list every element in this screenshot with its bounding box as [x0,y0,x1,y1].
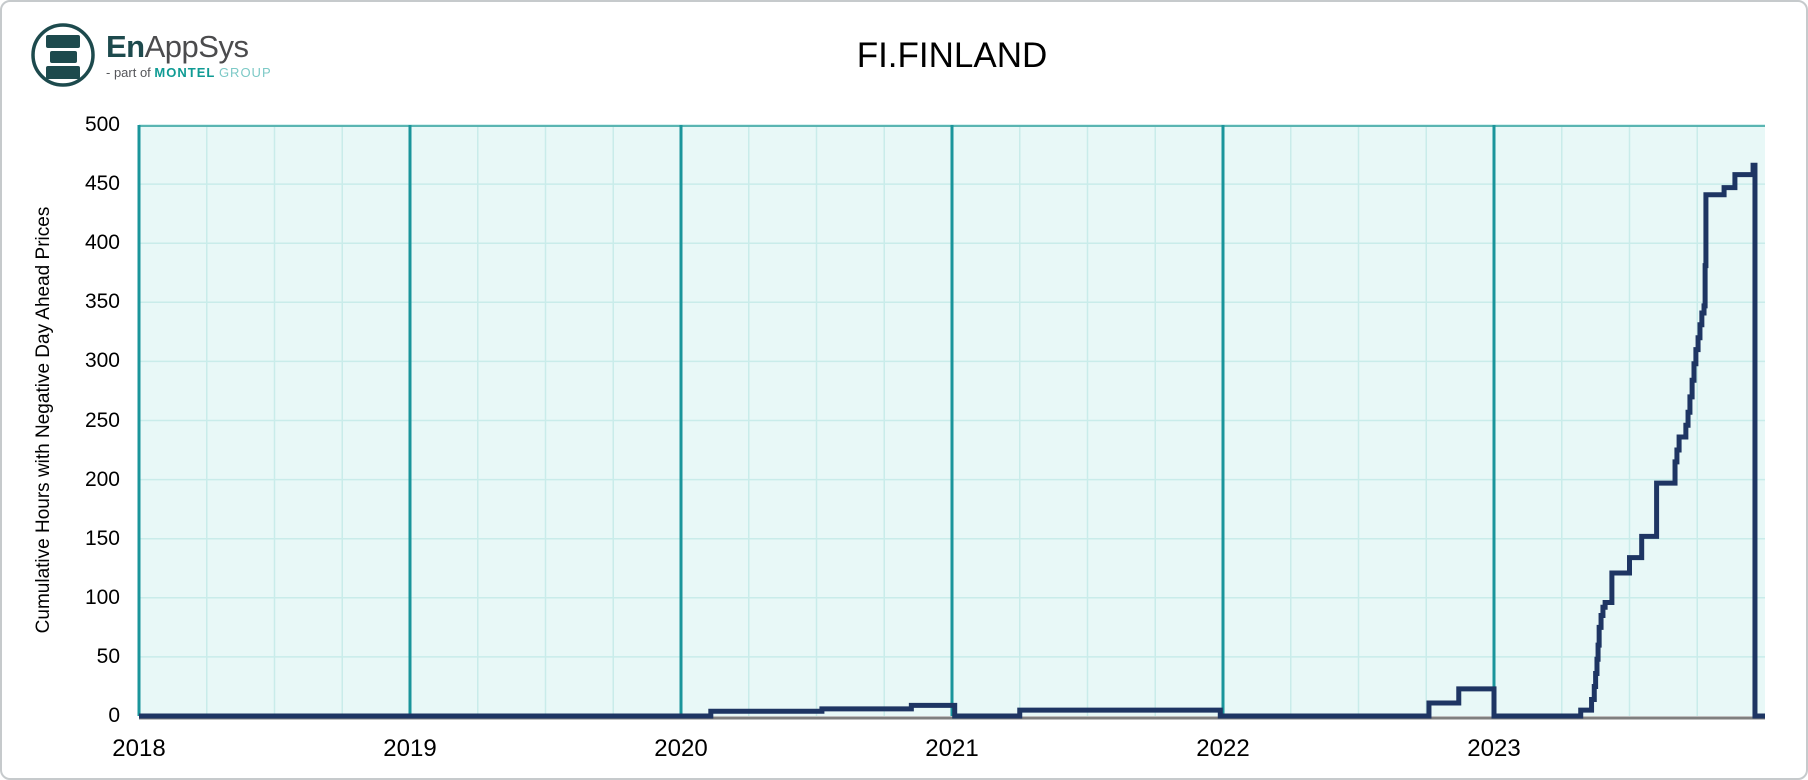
data-line [139,162,1765,719]
chart-svg [137,124,1765,720]
x-tick-label: 2020 [654,735,708,762]
brand-name-rest: AppSys [144,29,249,64]
brand-name-bold: En [106,29,145,64]
y-tick-label: 200 [84,467,120,491]
y-tick-label: 400 [84,231,120,255]
y-tick-label: 450 [84,172,120,196]
x-tick-label: 2021 [925,735,979,762]
y-tick-label: 50 [96,644,120,668]
tagline-montel: MONTEL [154,65,216,80]
enappsys-emblem-icon [31,23,95,87]
y-tick-label: 150 [84,526,120,550]
chart-title: FI.FINLAND [856,36,1048,75]
y-tick-label: 0 [108,704,120,727]
tagline-prefix: - part of [106,65,151,80]
brand-tagline: - part of MONTEL GROUP [106,66,272,79]
brand-name: EnAppSys [106,31,272,62]
logo-text: EnAppSys - part of MONTEL GROUP [106,31,272,79]
logo: EnAppSys - part of MONTEL GROUP [30,22,272,88]
y-tick-label: 300 [84,349,120,373]
y-tick-label: 250 [84,408,120,432]
y-tick-label: 350 [84,290,120,314]
y-tick-label: 100 [84,585,120,609]
x-tick-label: 2019 [383,735,437,762]
y-tick-label: 500 [84,113,120,136]
tagline-group: GROUP [218,65,272,80]
x-tick-label: 2022 [1196,735,1250,762]
x-tick-label: 2023 [1467,735,1521,762]
x-tick-label: 2018 [112,735,166,762]
